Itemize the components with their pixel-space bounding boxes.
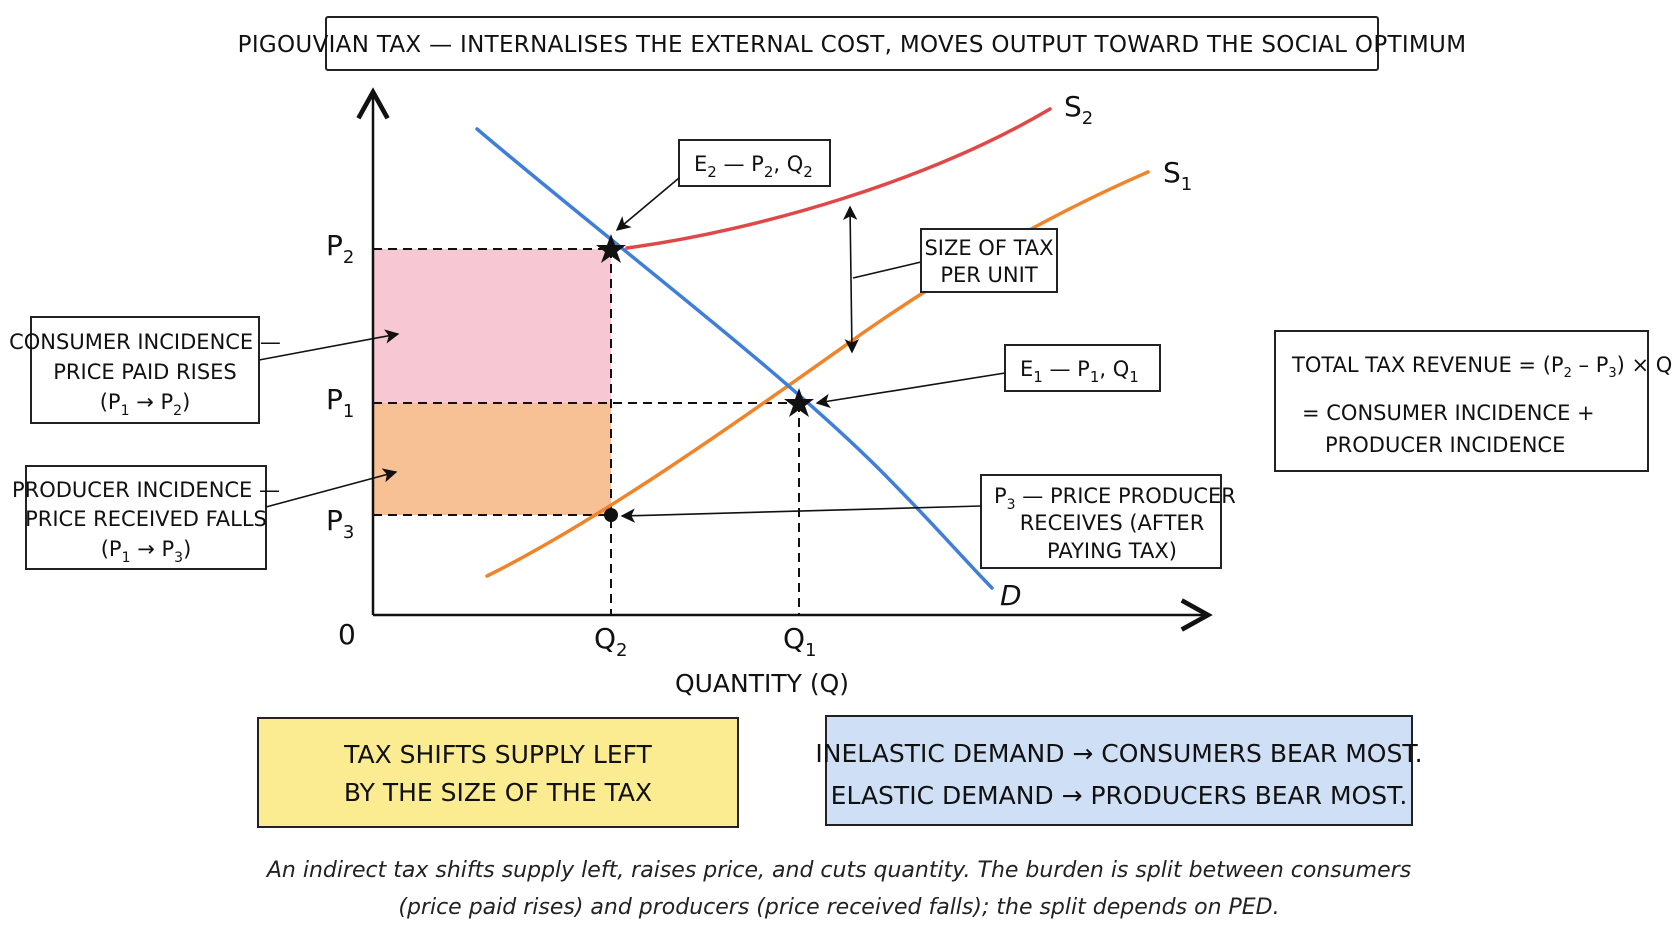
s2-label: S2 (1064, 90, 1093, 129)
tax-size-arrow (842, 205, 860, 354)
tax-size-label-box: SIZE OF TAX PER UNIT (842, 205, 1058, 354)
svg-text:PRICE RECEIVED FALLS: PRICE RECEIVED FALLS (25, 507, 267, 531)
svg-text:BY THE SIZE OF THE TAX: BY THE SIZE OF THE TAX (344, 778, 652, 807)
svg-text:= CONSUMER INCIDENCE +: = CONSUMER INCIDENCE + (1302, 401, 1595, 425)
tick-p2: P2 (326, 229, 354, 268)
svg-text:ELASTIC DEMAND → PRODUCERS BEA: ELASTIC DEMAND → PRODUCERS BEAR MOST. (831, 781, 1408, 810)
e1-pointer-arrow (815, 372, 1006, 409)
d-label: D (1000, 579, 1022, 612)
producer-incidence-area (373, 403, 611, 515)
svg-text:PRODUCER INCIDENCE —: PRODUCER INCIDENCE — (12, 478, 280, 502)
svg-text:PRICE PAID RISES: PRICE PAID RISES (53, 360, 237, 384)
svg-text:PAYING TAX): PAYING TAX) (1047, 539, 1177, 563)
svg-text:TAX SHIFTS SUPPLY LEFT: TAX SHIFTS SUPPLY LEFT (343, 740, 652, 769)
tax-size-leader (852, 261, 922, 279)
blue-note-box: INELASTIC DEMAND → CONSUMERS BEAR MOST. … (815, 715, 1423, 826)
p3-point-marker (604, 508, 618, 522)
e1-star-marker (784, 388, 814, 417)
svg-text:E2 — P2, Q2: E2 — P2, Q2 (694, 152, 813, 181)
svg-text:(P1 → P2): (P1 → P2) (100, 390, 191, 419)
yellow-note-box: TAX SHIFTS SUPPLY LEFT BY THE SIZE OF TH… (257, 717, 739, 828)
consumer-incidence-area (373, 249, 611, 403)
svg-text:E1 — P1, Q1: E1 — P1, Q1 (1020, 357, 1139, 386)
tick-p3: P3 (326, 504, 354, 543)
s1-label: S1 (1163, 156, 1192, 195)
p3-label-box: P3 — PRICE PRODUCER RECEIVES (AFTER PAYI… (620, 474, 1236, 569)
e2-pointer-arrow (615, 177, 680, 231)
title-box: PIGOUVIAN TAX — INTERNALISES THE EXTERNA… (238, 16, 1467, 71)
e1-label-box: E1 — P1, Q1 (815, 344, 1161, 409)
producer-incidence-box: PRODUCER INCIDENCE — PRICE RECEIVED FALL… (12, 465, 398, 570)
svg-text:RECEIVES (AFTER: RECEIVES (AFTER (1020, 511, 1205, 535)
tax-revenue-box: TOTAL TAX REVENUE = (P2 – P3) × Q2 = CON… (1274, 330, 1672, 472)
producer-pointer-arrow (265, 468, 398, 508)
svg-text:P3 — PRICE PRODUCER: P3 — PRICE PRODUCER (994, 484, 1236, 513)
tick-q2: Q2 (594, 622, 628, 661)
e2-star-marker (596, 234, 626, 263)
svg-text:TOTAL TAX REVENUE = (P2 – P3): TOTAL TAX REVENUE = (P2 – P3) × Q2 (1291, 353, 1672, 381)
caption-line-2: (price paid rises) and producers (price … (398, 895, 1279, 920)
e2-label-box: E2 — P2, Q2 (615, 139, 831, 231)
svg-text:SIZE OF TAX: SIZE OF TAX (924, 236, 1053, 260)
svg-text:INELASTIC DEMAND → CONSUMERS B: INELASTIC DEMAND → CONSUMERS BEAR MOST. (815, 739, 1422, 768)
title-text: PIGOUVIAN TAX — INTERNALISES THE EXTERNA… (238, 32, 1467, 58)
tick-q1: Q1 (783, 622, 817, 661)
p3-pointer-arrow (620, 505, 982, 523)
x-axis-label: QUANTITY (Q) (675, 669, 849, 698)
svg-text:PRODUCER INCIDENCE: PRODUCER INCIDENCE (1325, 433, 1565, 457)
consumer-pointer-arrow (258, 329, 400, 361)
svg-text:(P1 → P3): (P1 → P3) (101, 537, 192, 566)
consumer-incidence-box: CONSUMER INCIDENCE — PRICE PAID RISES (P… (9, 316, 400, 424)
svg-text:CONSUMER INCIDENCE —: CONSUMER INCIDENCE — (9, 330, 281, 354)
guide-lines (373, 248, 800, 615)
caption-line-1: An indirect tax shifts supply left, rais… (265, 858, 1411, 883)
origin-label: 0 (338, 618, 356, 651)
axes: 0 QUANTITY (Q) (338, 87, 1213, 698)
tick-p1: P1 (326, 383, 354, 422)
s2-supply-curve (625, 107, 1052, 250)
svg-text:PER UNIT: PER UNIT (940, 263, 1037, 287)
demand-curve (475, 127, 994, 590)
